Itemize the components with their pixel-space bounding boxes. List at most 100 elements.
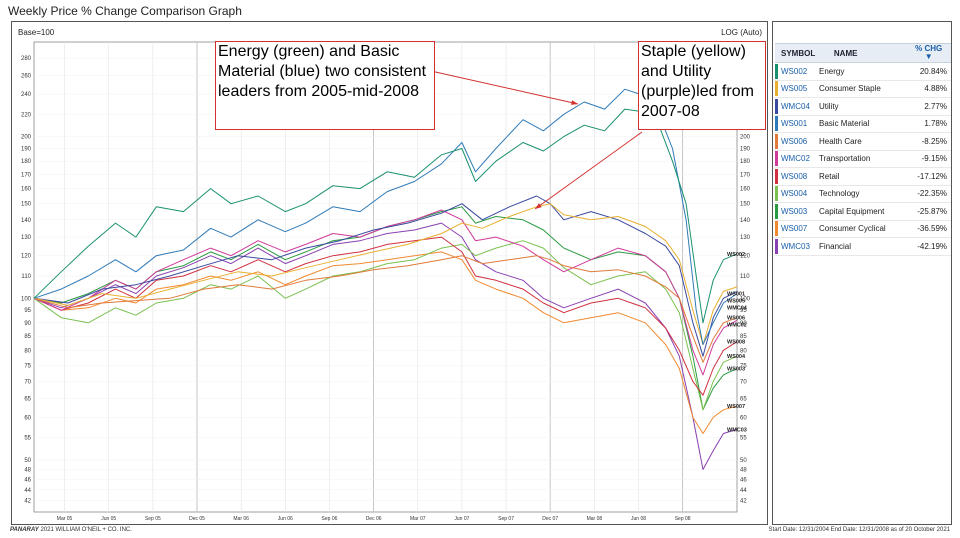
- legend-chg: -42.19%: [917, 241, 947, 251]
- legend-swatch: [775, 133, 778, 149]
- legend-name: Utility: [819, 101, 839, 111]
- y-tick-label-right: 100: [740, 296, 751, 302]
- legend-symbol[interactable]: WMC02: [781, 154, 810, 164]
- y-tick-label-left: 260: [21, 73, 32, 79]
- legend-panel: SYMBOL NAME % CHG ▼ WS002 Energy 20.84% WS00…: [772, 21, 952, 525]
- series-end-label: WS006: [727, 316, 745, 322]
- y-tick-label-right: 70: [740, 379, 747, 385]
- series-end-label: WS008: [727, 340, 745, 346]
- y-tick-label-left: 200: [21, 135, 32, 141]
- series-end-label: WMC03: [727, 427, 747, 433]
- series-line-ws001: [33, 88, 738, 346]
- legend-swatch: [775, 238, 778, 254]
- y-tick-label-left: 90: [24, 321, 31, 327]
- chg-column-header[interactable]: % CHG ▼: [906, 45, 951, 61]
- series-line-ws004: [33, 240, 738, 411]
- series-end-label: WS007: [727, 404, 745, 410]
- series-line-ws007: [33, 251, 738, 434]
- legend-symbol[interactable]: WS007: [781, 224, 808, 234]
- legend-chg: -8.25%: [921, 136, 947, 146]
- legend-symbol[interactable]: WMC04: [781, 101, 810, 111]
- series-line-ws002: [33, 108, 738, 324]
- series-end-label: WS001: [727, 292, 745, 298]
- x-tick-label: Jun 08: [631, 516, 646, 522]
- y-tick-label-left: 130: [21, 235, 32, 241]
- annotation-arrowhead: [571, 100, 578, 105]
- x-tick-label: Sep 05: [145, 516, 161, 522]
- legend-chg: -17.12%: [917, 171, 947, 181]
- legend-row[interactable]: WS008 Retail -17.12%: [775, 168, 951, 186]
- footer-copyright: 2021 WILLIAM O'NEIL + CO. INC.: [40, 527, 132, 533]
- legend-chg: 4.88%: [924, 84, 947, 94]
- legend-symbol[interactable]: WS003: [781, 206, 808, 216]
- y-tick-label-left: 75: [24, 363, 31, 369]
- legend-row[interactable]: WMC02 Transportation -9.15%: [775, 151, 951, 168]
- legend-chg: 20.84%: [919, 66, 947, 76]
- x-tick-label: Jun 07: [454, 516, 469, 522]
- legend-symbol[interactable]: WS001: [781, 119, 808, 129]
- legend-swatch: [775, 81, 778, 97]
- legend-name: Consumer Staple: [819, 84, 881, 94]
- y-tick-label-right: 180: [740, 159, 751, 165]
- series-end-label: WS005: [727, 299, 745, 305]
- legend-row[interactable]: WMC04 Utility 2.77%: [775, 98, 951, 116]
- legend-header: SYMBOL NAME % CHG ▼: [775, 43, 951, 63]
- legend-row[interactable]: WS005 Consumer Staple 4.88%: [775, 81, 951, 98]
- base-label: Base=100: [18, 28, 55, 37]
- y-tick-label-right: 42: [740, 499, 747, 505]
- legend-symbol[interactable]: WS008: [781, 171, 808, 181]
- legend-row[interactable]: WS002 Energy 20.84%: [775, 63, 951, 81]
- legend-row[interactable]: WS004 Technology -22.35%: [775, 186, 951, 203]
- series-end-label: WS003: [727, 367, 745, 373]
- y-tick-label-right: 55: [740, 436, 747, 442]
- sort-desc-icon: ▼: [924, 52, 933, 61]
- legend-symbol[interactable]: WS005: [781, 84, 808, 94]
- legend-row[interactable]: WMC03 Financial -42.19%: [775, 238, 951, 256]
- y-tick-label-left: 220: [21, 112, 32, 118]
- legend-row[interactable]: WS001 Basic Material 1.78%: [775, 116, 951, 133]
- annotation-arrow: [534, 131, 643, 210]
- legend-name: Capital Equipment: [819, 206, 885, 216]
- legend-symbol[interactable]: WS004: [781, 189, 808, 199]
- x-tick-label: Jun 06: [278, 516, 293, 522]
- legend-symbol[interactable]: WMC03: [781, 241, 810, 251]
- legend-swatch: [775, 63, 778, 79]
- page-title: Weekly Price % Change Comparison Graph: [8, 4, 242, 18]
- y-tick-label-right: 150: [740, 202, 751, 208]
- series-end-label: WMC04: [727, 306, 748, 312]
- y-tick-label-right: 170: [740, 172, 751, 178]
- legend-name: Technology: [819, 189, 860, 199]
- footer-copyright-area: PANARAY 2021 WILLIAM O'NEIL + CO. INC.: [10, 527, 132, 533]
- series-line-wmc02: [33, 209, 738, 376]
- y-tick-label-left: 46: [24, 477, 31, 483]
- scale-label: LOG (Auto): [721, 28, 762, 37]
- y-tick-label-left: 180: [21, 159, 32, 165]
- symbol-column-header[interactable]: SYMBOL: [781, 48, 816, 58]
- x-tick-label: Sep 08: [675, 516, 691, 522]
- series-line-ws005: [33, 203, 738, 346]
- legend-symbol[interactable]: WS006: [781, 136, 808, 146]
- y-tick-label-right: 80: [740, 348, 747, 354]
- legend-row[interactable]: WS007 Consumer Cyclical -36.59%: [775, 221, 951, 238]
- y-tick-label-right: 200: [740, 135, 751, 141]
- y-tick-label-left: 70: [24, 379, 31, 385]
- legend-row[interactable]: WS003 Capital Equipment -25.87%: [775, 203, 951, 221]
- y-tick-label-left: 240: [21, 92, 32, 98]
- chg-column-label: % CHG: [915, 44, 943, 53]
- legend-row[interactable]: WS006 Health Care -8.25%: [775, 133, 951, 151]
- series-line-ws008: [33, 236, 738, 396]
- legend-swatch: [775, 186, 778, 202]
- legend-chg: -9.15%: [921, 154, 947, 164]
- y-tick-label-right: 60: [740, 415, 747, 421]
- x-tick-label: Mar 08: [587, 516, 603, 522]
- legend-name: Financial: [819, 241, 852, 251]
- y-tick-label-right: 50: [740, 458, 747, 464]
- y-tick-label-right: 130: [740, 235, 751, 241]
- name-column-header[interactable]: NAME: [833, 48, 858, 58]
- legend-chg: -22.35%: [917, 189, 947, 199]
- legend-name: Basic Material: [819, 119, 870, 129]
- annotation-arrow: [430, 70, 579, 105]
- series-end-label: WMC02: [727, 323, 747, 329]
- y-tick-label-left: 95: [24, 308, 31, 314]
- legend-symbol[interactable]: WS002: [781, 66, 808, 76]
